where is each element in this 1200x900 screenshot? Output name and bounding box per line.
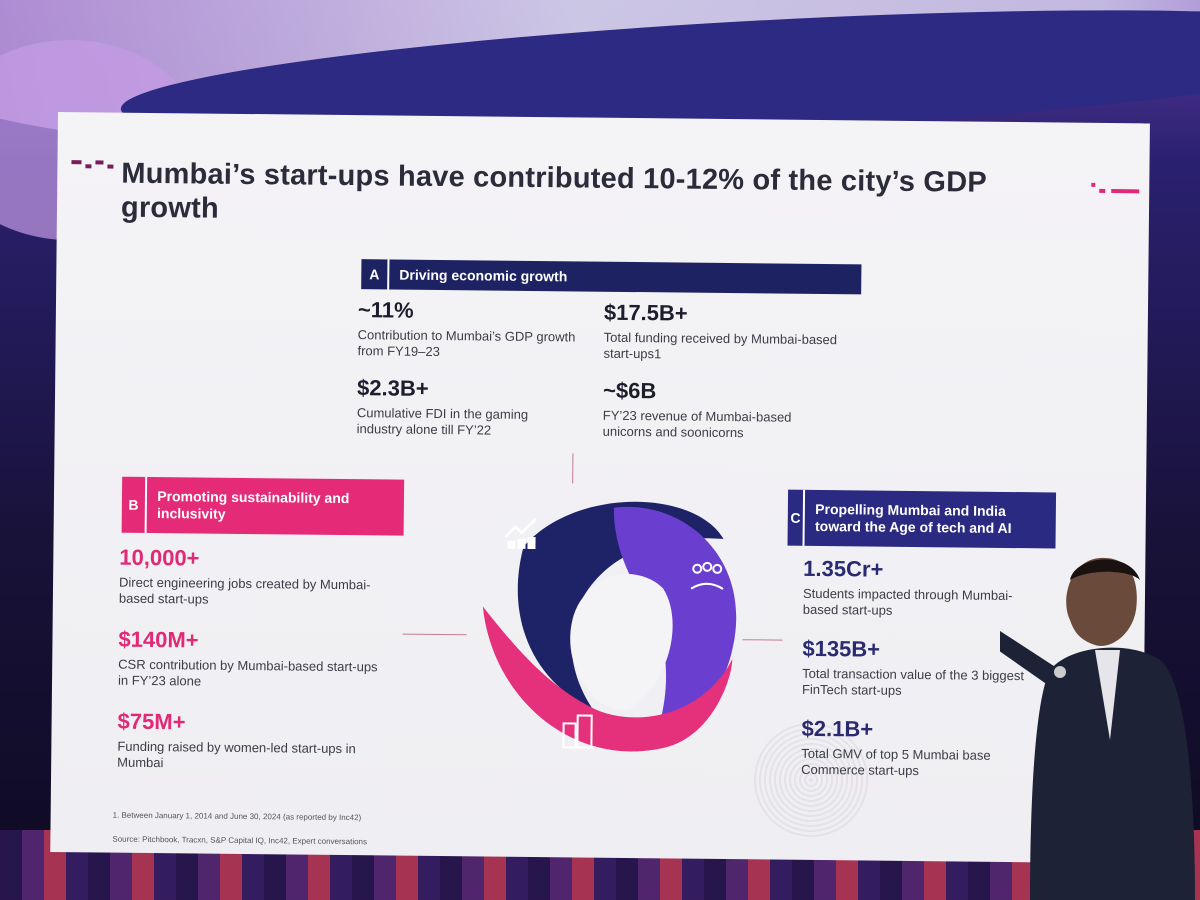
stat-a3: $2.3B+ Cumulative FDI in the gaming indu… (357, 375, 598, 440)
stat-value: ~$6B (602, 377, 657, 404)
tri-swirl-graphic (482, 501, 737, 752)
section-b-header: B Promoting sustainability and inclusivi… (121, 476, 405, 536)
stat-desc: Funding raised by women-led start-ups in… (117, 738, 356, 771)
section-a-header: A Driving economic growth (361, 259, 862, 295)
section-b-label: Promoting sustainability and inclusivity (156, 488, 350, 522)
connector-line (402, 633, 467, 636)
stat-a1: ~11% Contribution to Mumbai’s GDP growth… (357, 297, 598, 362)
stat-value: 10,000+ (119, 544, 200, 571)
corner-mark-icon (1091, 182, 1143, 200)
stat-desc: Total funding received by Mumbai-based s… (603, 329, 838, 362)
stat-value: $140M+ (118, 626, 199, 653)
section-a-letter: A (361, 259, 390, 290)
growth-chart-icon (504, 518, 537, 550)
stat-desc: Cumulative FDI in the gaming industry al… (356, 405, 529, 438)
stat-b2: $140M+ CSR contribution by Mumbai-based … (118, 626, 378, 692)
stat-b1: 10,000+ Direct engineering jobs created … (119, 544, 371, 610)
section-a-label: Driving economic growth (399, 266, 568, 284)
stat-b3: $75M+ Funding raised by women-led start-… (117, 709, 358, 774)
logo-mark-icon (71, 160, 115, 170)
stat-desc: FY’23 revenue of Mumbai-based unicorns a… (602, 407, 792, 441)
source-note: Source: Pitchbook, Tracxn, S&P Capital I… (112, 834, 368, 847)
presentation-slide: Mumbai’s start-ups have contributed 10-1… (50, 112, 1150, 864)
section-c-letter: C (787, 489, 806, 546)
stat-value: $75M+ (117, 708, 186, 735)
fingerprint-decoration (750, 719, 872, 841)
buildings-icon (562, 714, 593, 749)
footnote: 1. Between January 1, 2014 and June 30, … (112, 810, 362, 823)
stat-desc: Contribution to Mumbai’s GDP growth from… (357, 327, 576, 360)
stat-value: $2.3B+ (356, 375, 429, 401)
stat-a4: ~$6B FY’23 revenue of Mumbai-based unico… (603, 378, 844, 443)
presenter-figure (1000, 557, 1195, 900)
stat-value: $17.5B+ (603, 299, 688, 326)
stat-a2: $17.5B+ Total funding received by Mumbai… (603, 300, 844, 365)
section-b-letter: B (121, 476, 148, 533)
slide-title: Mumbai’s start-ups have contributed 10-1… (120, 157, 987, 225)
stat-value: ~11% (357, 297, 414, 323)
stat-desc: CSR contribution by Mumbai-based start-u… (117, 656, 378, 689)
people-icon (690, 561, 724, 590)
stat-desc: Direct engineering jobs created by Mumba… (118, 574, 371, 607)
